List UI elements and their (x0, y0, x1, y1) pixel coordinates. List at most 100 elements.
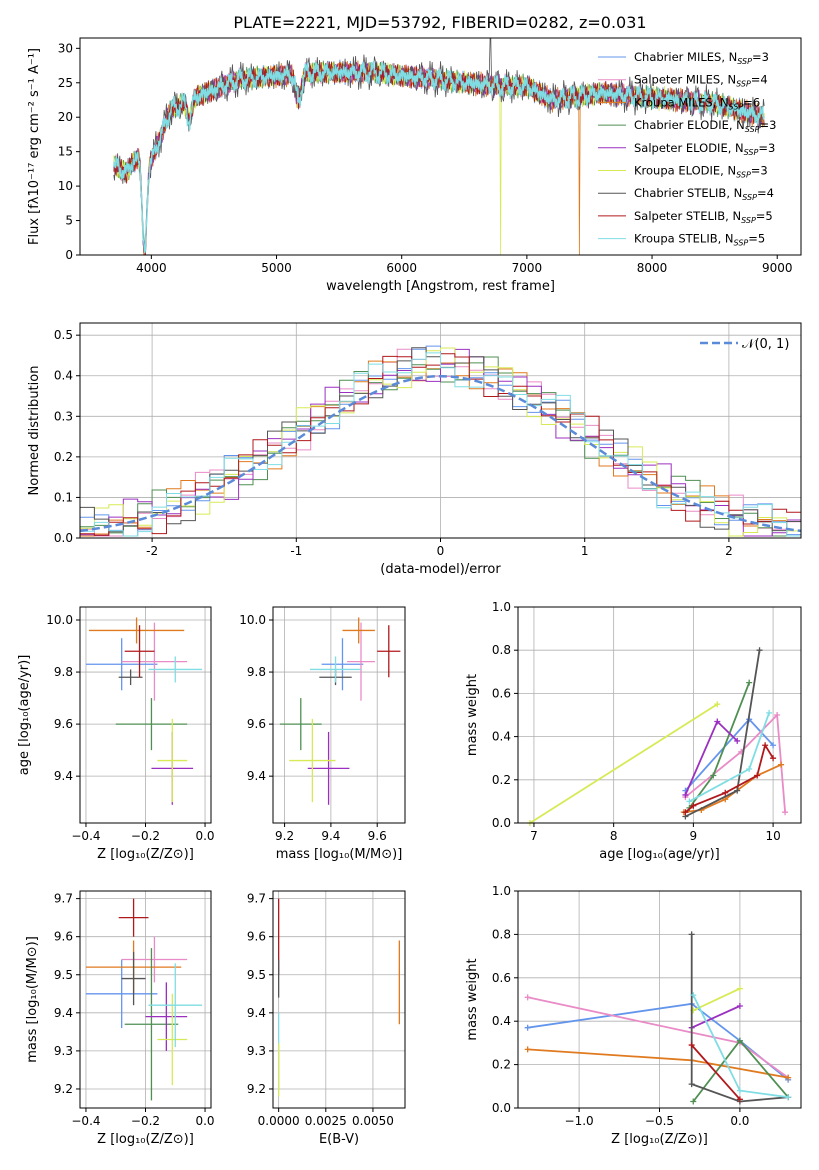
x-tick-label: −0.5 (645, 1114, 674, 1128)
x-tick-label: 6000 (386, 261, 417, 275)
weight-marker (785, 1074, 792, 1081)
weight-line (691, 1005, 741, 1029)
legend-label: Kroupa ELODIE, NSSP=3 (634, 164, 768, 180)
y-axis-label: mass [log₁₀(M/M⊙)] (25, 936, 40, 1063)
weight-marker (736, 1096, 743, 1103)
legend-label: Chabrier STELIB, NSSP=4 (634, 186, 774, 202)
z-mass-chart: −0.4 −0.2 0.0 9.2 9.3 9.4 9.5 9.6 9.7 Z [log₁₀(Z/… (25, 890, 215, 1147)
legend-label: Kroupa MILES, NSSP=6 (634, 95, 760, 111)
weight-line (692, 987, 741, 1012)
x-tick-label: 4000 (136, 261, 167, 275)
weight-marker (756, 647, 763, 654)
y-tick-label: 9.8 (247, 665, 266, 679)
x-tick-label: 0.0000 (258, 1114, 300, 1128)
x-tick-label: −1.0 (565, 1114, 594, 1128)
legend-label: Kroupa STELIB, NSSP=5 (634, 232, 765, 248)
spectrum-series-line (113, 60, 765, 254)
y-tick-label: 9.6 (54, 717, 73, 731)
weight-marker (782, 809, 789, 816)
y-tick-label: 9.5 (247, 968, 266, 982)
x-tick-label: −0.2 (131, 829, 160, 843)
weight-marker (746, 679, 753, 686)
y-tick-label: 9.4 (54, 769, 73, 783)
y-tick-label: 10.0 (46, 613, 73, 627)
legend-label: Chabrier MILES, NSSP=3 (634, 50, 769, 66)
normal-curve (80, 374, 801, 533)
y-tick-label: 10.0 (239, 613, 266, 627)
weight-marker (682, 791, 689, 798)
y-tick-label: 9.3 (247, 1044, 266, 1058)
y-tick-label: 9.7 (247, 892, 266, 906)
y-tick-label: 9.3 (54, 1044, 73, 1058)
weight-marker (688, 1042, 695, 1049)
weight-marker (746, 766, 753, 772)
weight-marker (766, 709, 773, 716)
axes-frame (79, 606, 212, 824)
x-axis-label: age [log₁₀(age/yr)] (599, 847, 720, 862)
y-tick-label: 9.6 (247, 930, 266, 944)
y-axis-label: Normed distribution (27, 366, 42, 496)
weight-marker (524, 994, 531, 1001)
y-tick-label: 0.2 (492, 773, 511, 787)
spectrum-chart: 4000 5000 6000 7000 8000 9000 0 5 10 15 20 25 30 wave… (27, 37, 802, 294)
x-tick-label: 9000 (762, 261, 793, 275)
y-tick-label: 0 (65, 248, 73, 262)
weight-line (684, 712, 786, 813)
y-tick-label: 0.4 (54, 369, 73, 383)
weight-marker (770, 755, 777, 762)
x-tick-label: 7000 (512, 261, 543, 275)
weight-line (527, 1002, 789, 1081)
y-tick-label: 0.8 (492, 643, 511, 657)
x-tick-label: 0.0 (195, 829, 214, 843)
legend-label: Salpeter MILES, NSSP=4 (634, 73, 768, 89)
weight-marker (714, 701, 721, 708)
weight-marker (714, 718, 721, 725)
weight-marker (690, 802, 697, 809)
x-tick-label: 9.4 (321, 829, 340, 843)
x-tick-label: 8000 (637, 261, 668, 275)
weight-line (684, 742, 774, 813)
weight-marker (524, 1024, 531, 1031)
y-tick-label: 0.6 (492, 686, 511, 700)
histogram-series (80, 352, 801, 538)
y-tick-label: 9.5 (54, 968, 73, 982)
weight-marker (736, 1003, 743, 1010)
y-tick-label: 0.8 (492, 927, 511, 941)
histogram-series (80, 348, 801, 538)
axes-frame (517, 890, 802, 1109)
y-axis-label: mass weight (465, 674, 480, 756)
x-tick-label: 8 (610, 829, 618, 843)
z-age-chart: −0.4 −0.2 0.0 9.4 9.6 9.8 10.0 Z [log₁₀(Z/Z⊙)] a… (17, 606, 215, 862)
x-tick-label: −0.4 (71, 1114, 100, 1128)
y-tick-label: 0.2 (54, 450, 73, 464)
y-tick-label: 9.2 (247, 1082, 266, 1096)
axes-frame (79, 890, 212, 1109)
y-tick-label: 30 (58, 41, 73, 55)
legend-label: Salpeter ELODIE, NSSP=3 (634, 141, 775, 157)
weight-line (690, 934, 789, 1103)
mass-age-chart: 9.2 9.4 9.6 9.4 9.6 9.8 10.0 mass [log₁₀(M/M⊙)] (239, 606, 406, 862)
y-tick-label: 9.6 (54, 930, 73, 944)
x-tick-label: -1 (290, 544, 302, 558)
y-tick-label: 0.4 (492, 1014, 511, 1028)
weight-line (527, 1048, 789, 1079)
weight-marker (736, 985, 743, 992)
x-tick-label: 9 (690, 829, 698, 843)
weight-marker (722, 789, 729, 796)
x-tick-label: 0.0025 (305, 1114, 347, 1128)
y-axis-label: mass weight (465, 958, 480, 1040)
axes-frame (517, 606, 802, 824)
weight-marker (762, 742, 769, 749)
ebv-mass-chart: 0.0000 0.0025 0.0050 9.2 9.3 9.4 9.5 9.6 9.7 E(B-… (247, 890, 406, 1147)
weight-marker (690, 992, 697, 999)
x-tick-label: 9.6 (368, 829, 387, 843)
x-axis-label: E(B-V) (319, 1132, 359, 1147)
y-tick-label: 9.4 (54, 1006, 73, 1020)
y-tick-label: 0.0 (492, 816, 511, 830)
weight-marker (524, 1046, 531, 1053)
axes-frame (79, 37, 802, 256)
y-tick-label: 5 (65, 214, 73, 228)
x-axis-label: (data-model)/error (380, 562, 501, 577)
y-tick-label: 1.0 (492, 884, 511, 898)
x-axis-label: Z [log₁₀(Z/Z⊙)] (611, 1132, 708, 1147)
